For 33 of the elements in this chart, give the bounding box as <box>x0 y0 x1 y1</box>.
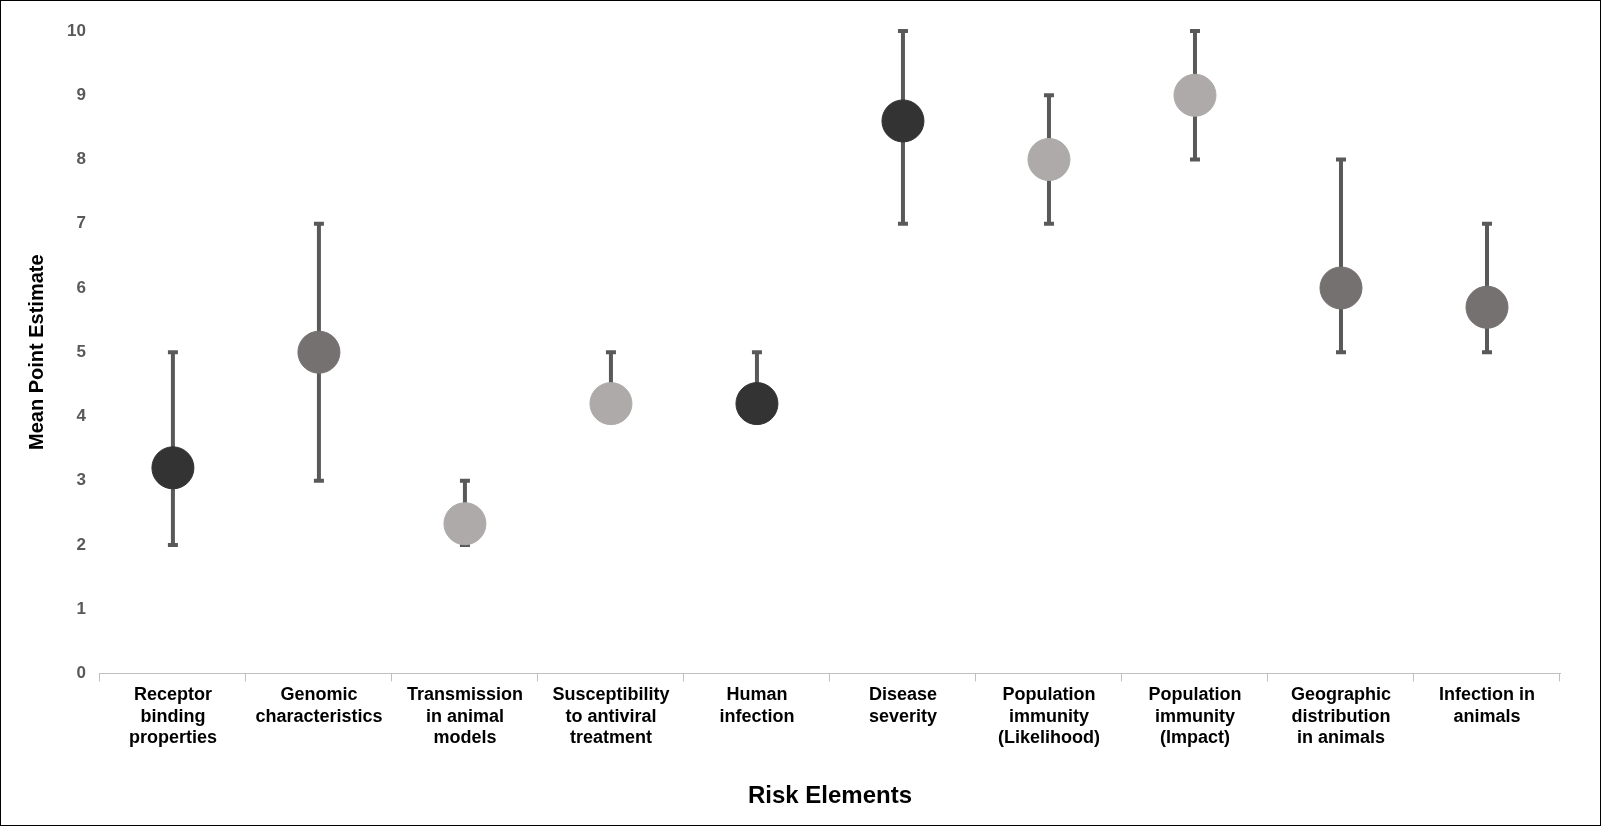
y-tick-label: 7 <box>76 213 86 233</box>
x-tick-label: Geographic distribution in animals <box>1290 684 1391 748</box>
point <box>1319 266 1363 310</box>
y-axis-title: Mean Point Estimate <box>24 254 47 450</box>
y-tick-label: 8 <box>76 149 86 169</box>
x-tick-label: Receptor binding properties <box>128 684 217 748</box>
x-tick-label: Transmission in animal models <box>406 684 523 748</box>
x-tick-label: Disease severity <box>868 684 937 726</box>
y-tick-label: 6 <box>76 277 86 297</box>
y-tick-label: 2 <box>76 534 86 554</box>
y-tick-label: 0 <box>76 663 86 683</box>
point <box>1465 285 1509 329</box>
x-tick-label: Population immunity (Impact) <box>1148 684 1242 748</box>
x-tick-label: Infection in animals <box>1439 684 1535 726</box>
x-tick-label: Susceptibility to antiviral treatment <box>552 684 670 748</box>
y-tick-label: 10 <box>66 20 86 40</box>
point <box>443 502 487 546</box>
x-tick-label: Genomic characteristics <box>255 684 383 726</box>
point <box>151 446 195 490</box>
x-axis-title: Risk Elements <box>747 781 912 809</box>
y-tick-label: 3 <box>76 470 86 490</box>
point <box>1173 73 1217 117</box>
y-tick-label: 4 <box>76 406 87 426</box>
point <box>881 99 925 143</box>
x-tick-label: Human infection <box>719 684 795 726</box>
point <box>1027 137 1071 181</box>
point <box>297 330 341 374</box>
x-tick-label: Population immunity (Likelihood) <box>997 684 1100 748</box>
y-tick-label: 9 <box>76 84 86 104</box>
point <box>735 382 779 426</box>
y-tick-label: 1 <box>76 598 86 618</box>
point <box>589 382 633 426</box>
y-tick-label: 5 <box>76 341 86 361</box>
